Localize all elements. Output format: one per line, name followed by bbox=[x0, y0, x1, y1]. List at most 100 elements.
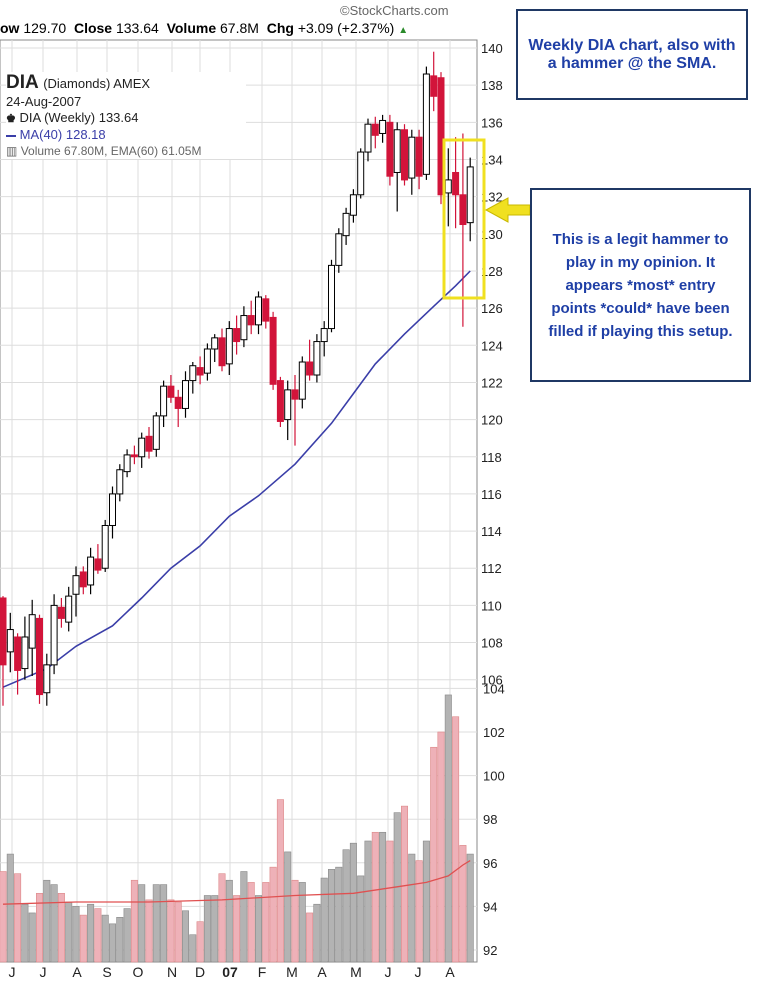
price-tick-label: 108 bbox=[481, 636, 503, 651]
candle-body bbox=[130, 454, 138, 458]
candle-body bbox=[94, 558, 102, 571]
volume-bar bbox=[298, 882, 306, 963]
candle-body bbox=[459, 194, 467, 226]
volume-bar bbox=[28, 912, 36, 963]
volume-bar bbox=[459, 845, 467, 963]
volume-bar bbox=[422, 840, 430, 963]
x-tick-label: J bbox=[40, 964, 47, 980]
candle-icon: ♚ bbox=[6, 113, 16, 125]
candle-body bbox=[364, 123, 372, 153]
candle-body bbox=[167, 385, 175, 398]
volume-bar bbox=[21, 903, 29, 963]
chart-legend: DIA (Diamonds) AMEX 24-Aug-2007 ♚ DIA (W… bbox=[6, 72, 246, 159]
x-tick-label: A bbox=[445, 964, 455, 980]
volume-tick-label: 102 bbox=[483, 725, 505, 740]
candle-body bbox=[21, 636, 29, 670]
close-value: 133.64 bbox=[115, 20, 159, 36]
price-tick-label: 110 bbox=[481, 598, 502, 613]
candle-body bbox=[444, 179, 452, 194]
chg-label: Chg bbox=[266, 20, 294, 36]
volume-bar bbox=[182, 910, 190, 963]
legend-ma-row: MA(40) 128.18 bbox=[6, 127, 246, 143]
volume-tick-label: 94 bbox=[483, 899, 497, 914]
candle-body bbox=[437, 77, 445, 196]
x-tick-label: F bbox=[258, 964, 267, 980]
volume-bar bbox=[262, 882, 270, 963]
candle-body bbox=[43, 664, 51, 694]
x-tick-label: S bbox=[102, 964, 111, 980]
volume-bar bbox=[87, 903, 95, 963]
brand-watermark: ©StockCharts.com bbox=[340, 3, 449, 18]
candle-body bbox=[109, 493, 116, 527]
candle-body bbox=[50, 604, 58, 666]
candle-body bbox=[240, 315, 248, 341]
volume-bar bbox=[43, 879, 51, 963]
volume-bar bbox=[335, 866, 343, 963]
candle-body bbox=[313, 341, 321, 376]
volume-bar bbox=[14, 873, 22, 963]
candle-body bbox=[182, 380, 189, 409]
x-tick-label: A bbox=[72, 964, 82, 980]
candle-body bbox=[57, 606, 65, 619]
candle-body bbox=[255, 296, 262, 326]
volume-bar bbox=[152, 884, 160, 963]
volume-bar bbox=[437, 731, 445, 963]
candle-body bbox=[276, 380, 284, 422]
legend-volume: Volume 67.80M, EMA(60) 61.05M bbox=[20, 144, 202, 158]
candle-body bbox=[6, 629, 14, 653]
price-tick-label: 126 bbox=[481, 301, 503, 316]
candle-body bbox=[386, 121, 394, 177]
ma-line-icon bbox=[6, 134, 16, 137]
volume-bar bbox=[386, 840, 394, 963]
volume-bar bbox=[6, 853, 14, 963]
volume-bar bbox=[408, 853, 416, 963]
candle-body bbox=[28, 614, 36, 649]
candle-body bbox=[87, 556, 95, 586]
price-tick-label: 114 bbox=[481, 524, 502, 539]
volume-bar bbox=[327, 869, 335, 963]
legend-ma: MA(40) 128.18 bbox=[19, 127, 106, 142]
price-tick-label: 116 bbox=[481, 487, 502, 502]
volume-bar bbox=[174, 901, 182, 963]
candle-body bbox=[415, 136, 423, 177]
volume-bar bbox=[357, 875, 365, 963]
candle-body bbox=[233, 328, 241, 343]
chg-up-icon: ▲ bbox=[398, 25, 409, 36]
candle-body bbox=[138, 437, 146, 458]
candle-body bbox=[291, 389, 299, 400]
low-value: 129.70 bbox=[23, 20, 67, 36]
candle-body bbox=[371, 123, 379, 136]
candle-body bbox=[401, 129, 408, 181]
volume-bar bbox=[72, 906, 80, 963]
volume-ema-line bbox=[2, 860, 471, 905]
candle-body bbox=[306, 361, 314, 376]
volume-bar bbox=[444, 694, 452, 963]
candle-body bbox=[65, 595, 73, 623]
volume-tick-label: 92 bbox=[483, 943, 497, 958]
volume-bar bbox=[284, 851, 292, 963]
candle-body bbox=[160, 385, 168, 417]
volume-bar bbox=[0, 871, 7, 963]
price-tick-label: 138 bbox=[481, 78, 503, 93]
candle-body bbox=[393, 129, 401, 173]
volume-bar bbox=[145, 899, 153, 963]
x-tick-label: O bbox=[133, 964, 144, 980]
volume-bar bbox=[130, 879, 138, 963]
volume-bars-icon: ▥ bbox=[6, 144, 18, 158]
volume-bar bbox=[109, 923, 117, 963]
volume-bar bbox=[247, 882, 255, 963]
volume-bar bbox=[430, 746, 438, 963]
x-tick-label: J bbox=[9, 964, 16, 980]
volume-bar bbox=[203, 895, 211, 963]
candle-body bbox=[422, 73, 430, 175]
price-tick-label: 124 bbox=[481, 338, 503, 353]
price-tick-label: 120 bbox=[481, 413, 503, 428]
volume-bar bbox=[233, 895, 241, 963]
volume-bar bbox=[364, 840, 372, 963]
close-label: Close bbox=[73, 20, 113, 36]
x-tick-label: D bbox=[195, 964, 205, 980]
legend-price-row: ♚ DIA (Weekly) 133.64 bbox=[6, 110, 246, 127]
x-tick-label: J bbox=[385, 964, 392, 980]
volume-bar bbox=[211, 895, 219, 963]
